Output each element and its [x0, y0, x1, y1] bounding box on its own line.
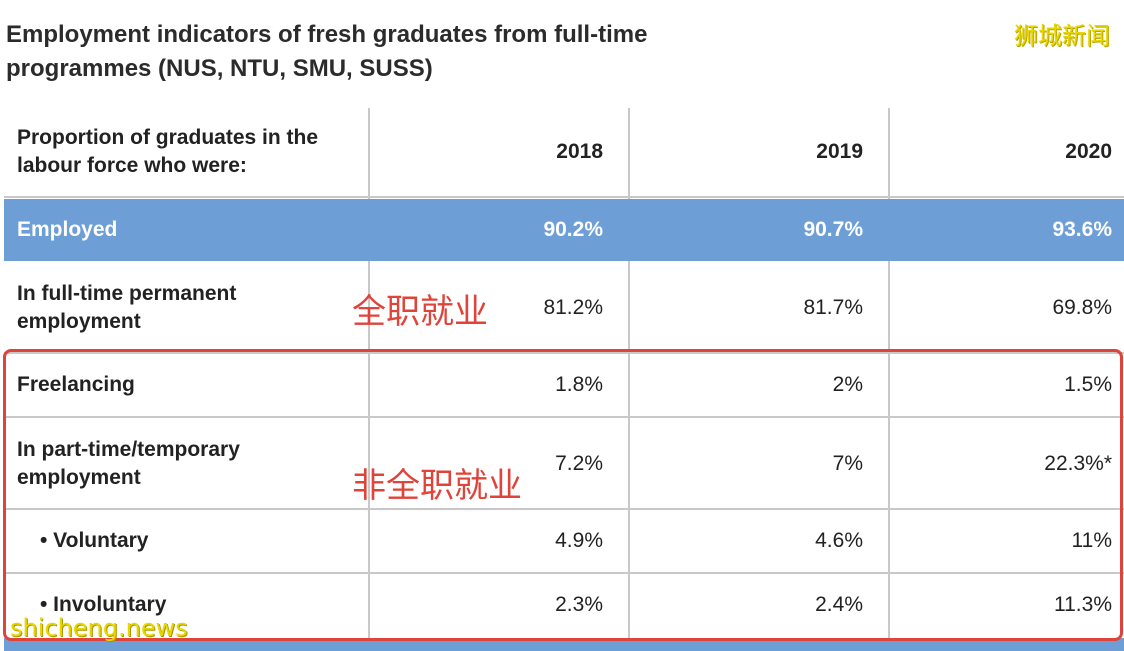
row-divider: [4, 196, 1124, 198]
column-divider: [628, 108, 630, 638]
row-voluntary-2018: 4.9%: [555, 529, 603, 552]
row-divider: [4, 352, 1124, 354]
row-divider: [4, 508, 1124, 510]
table-header-2018: 2018: [556, 140, 603, 163]
page-title: Employment indicators of fresh graduates…: [6, 21, 648, 82]
row-employed-label: Employed: [17, 218, 118, 241]
column-divider: [888, 108, 890, 638]
table-bottom-bar: [4, 638, 1124, 651]
row-fulltime-label: In full-time permanent employment: [17, 282, 237, 333]
employed-row-background: [4, 199, 1124, 261]
row-employed-2018: 90.2%: [543, 218, 603, 241]
row-employed-2020: 93.6%: [1052, 218, 1112, 241]
row-parttime-2019: 7%: [832, 452, 863, 475]
row-freelancing-2018: 1.8%: [555, 373, 603, 396]
column-divider: [368, 108, 370, 638]
row-voluntary-label: • Voluntary: [40, 529, 149, 552]
annotation-fulltime: 全职就业: [352, 292, 488, 332]
row-fulltime-2019: 81.7%: [803, 296, 863, 319]
row-divider: [4, 572, 1124, 574]
annotation-nonfulltime: 非全职就业: [352, 466, 522, 506]
row-involuntary-label: • Involuntary: [40, 593, 167, 616]
row-voluntary-2019: 4.6%: [815, 529, 863, 552]
row-employed-2019: 90.7%: [803, 218, 863, 241]
row-freelancing-2019: 2%: [832, 373, 863, 396]
row-parttime-label: In part-time/temporary employment: [17, 438, 240, 489]
table-header-label: Proportion of graduates in the labour fo…: [17, 126, 319, 177]
row-fulltime-2018: 81.2%: [543, 296, 603, 319]
row-involuntary-2019: 2.4%: [815, 593, 863, 616]
table-header-2019: 2019: [816, 140, 863, 163]
table-header-2020: 2020: [1065, 140, 1112, 163]
row-freelancing-label: Freelancing: [17, 373, 135, 396]
row-divider: [4, 416, 1124, 418]
watermark-url-bottom: shicheng.news: [10, 614, 188, 642]
row-parttime-2018: 7.2%: [555, 452, 603, 475]
row-parttime-2020: 22.3%*: [1044, 452, 1112, 475]
row-voluntary-2020: 11%: [1071, 529, 1112, 552]
row-freelancing-2020: 1.5%: [1064, 373, 1112, 396]
row-involuntary-2020: 11.3%: [1054, 593, 1112, 616]
watermark-logo-top: 狮城新闻: [1014, 22, 1110, 50]
row-fulltime-2020: 69.8%: [1052, 296, 1112, 319]
row-involuntary-2018: 2.3%: [555, 593, 603, 616]
